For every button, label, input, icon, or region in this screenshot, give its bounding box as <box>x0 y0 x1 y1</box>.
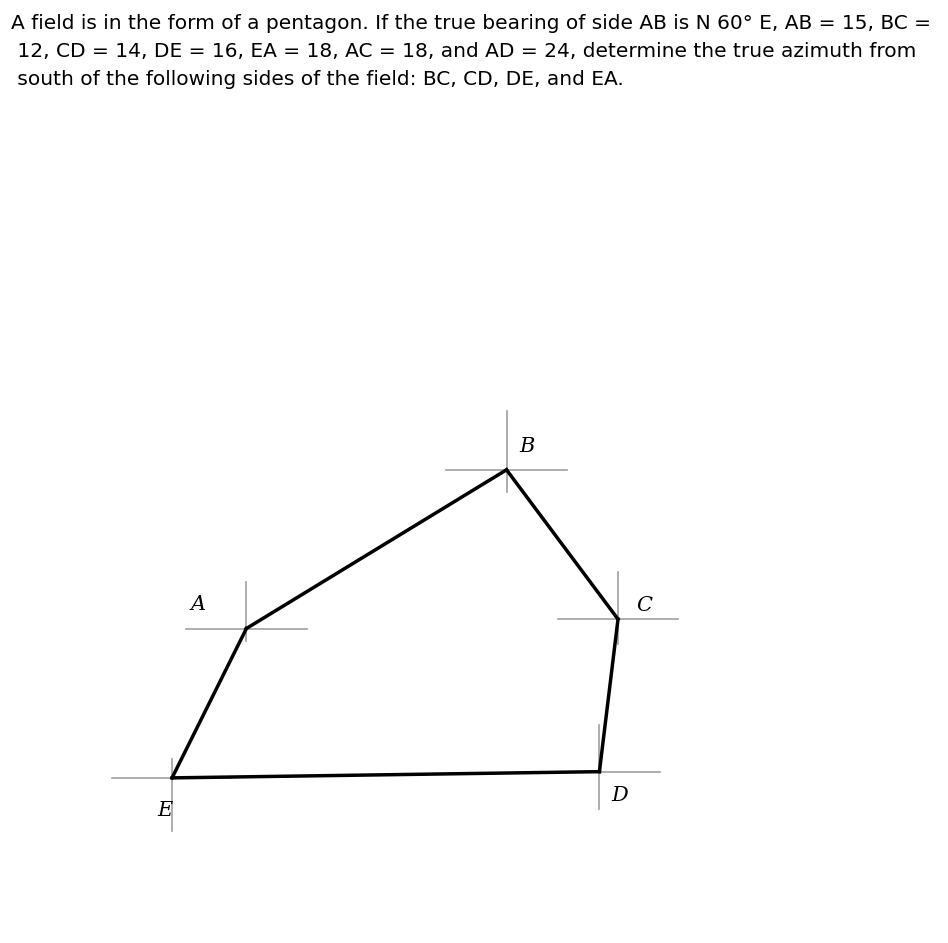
Text: B: B <box>520 437 535 455</box>
Text: A: A <box>191 595 206 614</box>
Text: D: D <box>611 786 629 804</box>
Text: E: E <box>157 801 173 819</box>
Text: A field is in the form of a pentagon. If the true bearing of side AB is N 60° E,: A field is in the form of a pentagon. If… <box>11 14 931 90</box>
Text: C: C <box>636 596 652 615</box>
